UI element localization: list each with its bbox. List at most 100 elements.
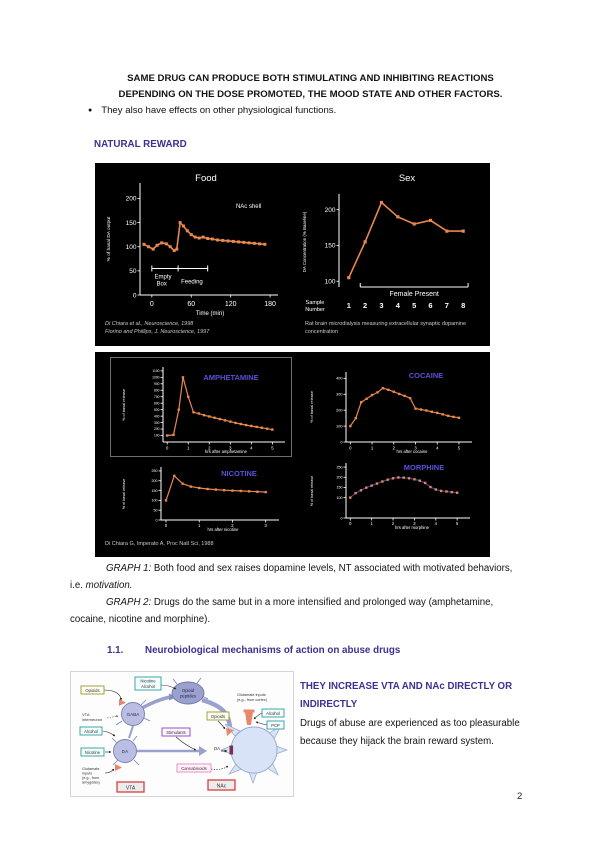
- data-point-marker: [392, 390, 395, 393]
- y-tick-label: 1000: [152, 375, 160, 379]
- figure-drug-dopamine: 100 200 300 400 500 600 700 800 900 1000 1100 0 1 2 3 4…: [95, 352, 490, 557]
- y-axis-label: DA Concentration (% Baseline): [302, 211, 307, 272]
- female-present-label: Female Present: [389, 291, 438, 298]
- y-tick-label: 250: [337, 465, 343, 469]
- data-point-marker: [423, 481, 427, 485]
- svg-text:Glutamate: Glutamate: [82, 767, 100, 771]
- data-point-marker: [354, 416, 357, 420]
- x-tick-label: 4: [435, 521, 438, 526]
- sample-number-label: Sample: [306, 300, 325, 306]
- pcp-arrow: [255, 721, 268, 726]
- nicotine-label: Nicotine: [80, 747, 105, 757]
- cocaine-chart: 0 100 200 300 400 0 1 2 3 4 5 COCAINE hrs after coca…: [309, 371, 472, 454]
- x-tick-label: 5: [271, 446, 274, 451]
- data-point-marker: [172, 433, 175, 437]
- svg-text:peptides: peptides: [180, 694, 196, 699]
- x-tick-label: 7: [445, 301, 449, 310]
- figure2-citation: Di Chiara G, Imperato A, Proc Natl Sci, …: [105, 541, 214, 547]
- figure1-caption: Rat brain microdialysis measuring extrac…: [305, 321, 467, 335]
- y-tick-label: 200: [154, 427, 160, 431]
- data-point-marker: [386, 478, 389, 481]
- data-point-marker: [255, 425, 258, 429]
- data-point-marker: [147, 245, 151, 249]
- bullet-item: ● They also have effects on other physio…: [88, 105, 508, 117]
- data-point-marker: [349, 496, 352, 499]
- nac-shell-label: NAc shell: [236, 204, 261, 210]
- natural-reward-heading: NATURAL REWARD: [94, 139, 187, 150]
- alcohol-arrow: [102, 730, 116, 737]
- stimulants-arrow: [175, 736, 197, 751]
- header-line2: DEPENDING ON THE DOSE PROMOTED, THE MOOD…: [118, 89, 503, 100]
- data-point-marker: [347, 276, 351, 280]
- y-tick-label: 300: [336, 393, 342, 397]
- y-tick-label: 200: [325, 207, 336, 214]
- sample-number-label: Number: [305, 307, 325, 313]
- data-point-marker: [229, 420, 232, 423]
- y-tick-label: 150: [325, 243, 336, 250]
- data-point-marker: [271, 428, 274, 431]
- data-point-marker: [210, 237, 214, 241]
- glutamate-amygdala-label: Glutamate inputs (e.g., from amygdala): [82, 767, 100, 785]
- food-dopamine-chart: 0 50 100 150 200 0 60 120 180 Food Time (min) % of …: [106, 173, 278, 317]
- data-point-marker: [264, 490, 267, 494]
- y-tick-label: 600: [154, 401, 160, 405]
- nicotine-alcohol-arrow: [160, 684, 177, 690]
- data-point-marker: [256, 490, 259, 493]
- opioid-synapse-on-nac: [226, 728, 234, 736]
- y-tick-label: 100: [126, 244, 137, 251]
- svg-text:Cannabinoids: Cannabinoids: [181, 766, 207, 771]
- y-tick-label: 50: [154, 508, 158, 512]
- data-point-marker: [455, 491, 459, 494]
- data-point-marker: [428, 218, 433, 222]
- data-point-marker: [363, 240, 367, 244]
- pcp-label: PCP: [266, 720, 285, 730]
- data-point-marker: [354, 491, 357, 495]
- chart-title: Sex: [399, 173, 416, 184]
- data-point-marker: [430, 410, 434, 413]
- x-tick-label: 3: [229, 446, 232, 451]
- svg-text:Opioids: Opioids: [211, 714, 225, 719]
- y-tick-label: 500: [154, 408, 160, 412]
- data-point-marker: [168, 245, 172, 249]
- data-point-marker: [445, 229, 449, 233]
- da-axon-terminal: [199, 746, 207, 756]
- y-tick-label: 800: [154, 388, 160, 392]
- x-tick-label: 4: [250, 446, 253, 451]
- y-tick-label: 150: [126, 220, 137, 227]
- y-tick-label: 0: [133, 292, 137, 299]
- y-tick-label: 100: [152, 499, 158, 503]
- x-tick-label: 120: [225, 301, 237, 308]
- data-point-marker: [239, 422, 243, 426]
- nac-region-label: NAc: [207, 779, 236, 791]
- data-point-marker: [407, 477, 411, 480]
- data-point-marker: [234, 421, 237, 425]
- page-number: 2: [517, 791, 523, 802]
- empty-box-label: Box: [157, 281, 167, 287]
- x-tick-label: 3: [414, 446, 417, 451]
- data-point-marker: [381, 387, 385, 390]
- y-axis-label: % of basal release: [310, 476, 314, 506]
- data-point-marker: [202, 413, 206, 417]
- graph1-text: Both food and sex raises dopamine levels…: [70, 563, 513, 591]
- data-point-marker: [155, 243, 159, 247]
- data-point-marker: [398, 392, 401, 396]
- data-point-marker: [189, 233, 193, 237]
- y-axis-label: % of basal release: [309, 391, 314, 423]
- data-point-marker: [221, 238, 225, 242]
- data-point-marker: [396, 215, 400, 219]
- data-point-marker: [439, 489, 443, 493]
- data-point-marker: [223, 419, 227, 422]
- chart-title: Food: [195, 173, 217, 184]
- x-axis-label: hrs after nicotine: [208, 527, 240, 532]
- chart-title: COCAINE: [409, 371, 444, 380]
- data-point-marker: [413, 478, 416, 481]
- x-tick-label: 1: [347, 301, 351, 310]
- x-tick-label: 3: [413, 521, 416, 526]
- x-tick-label: 4: [436, 446, 439, 451]
- bullet-marker-icon: ●: [88, 107, 93, 114]
- series-line: [165, 474, 266, 501]
- x-tick-label: 5: [456, 521, 459, 526]
- x-tick-label: 180: [264, 301, 276, 308]
- data-point-marker: [349, 424, 352, 428]
- nicotine-alcohol-label: Nicotine Alcohol: [134, 676, 162, 691]
